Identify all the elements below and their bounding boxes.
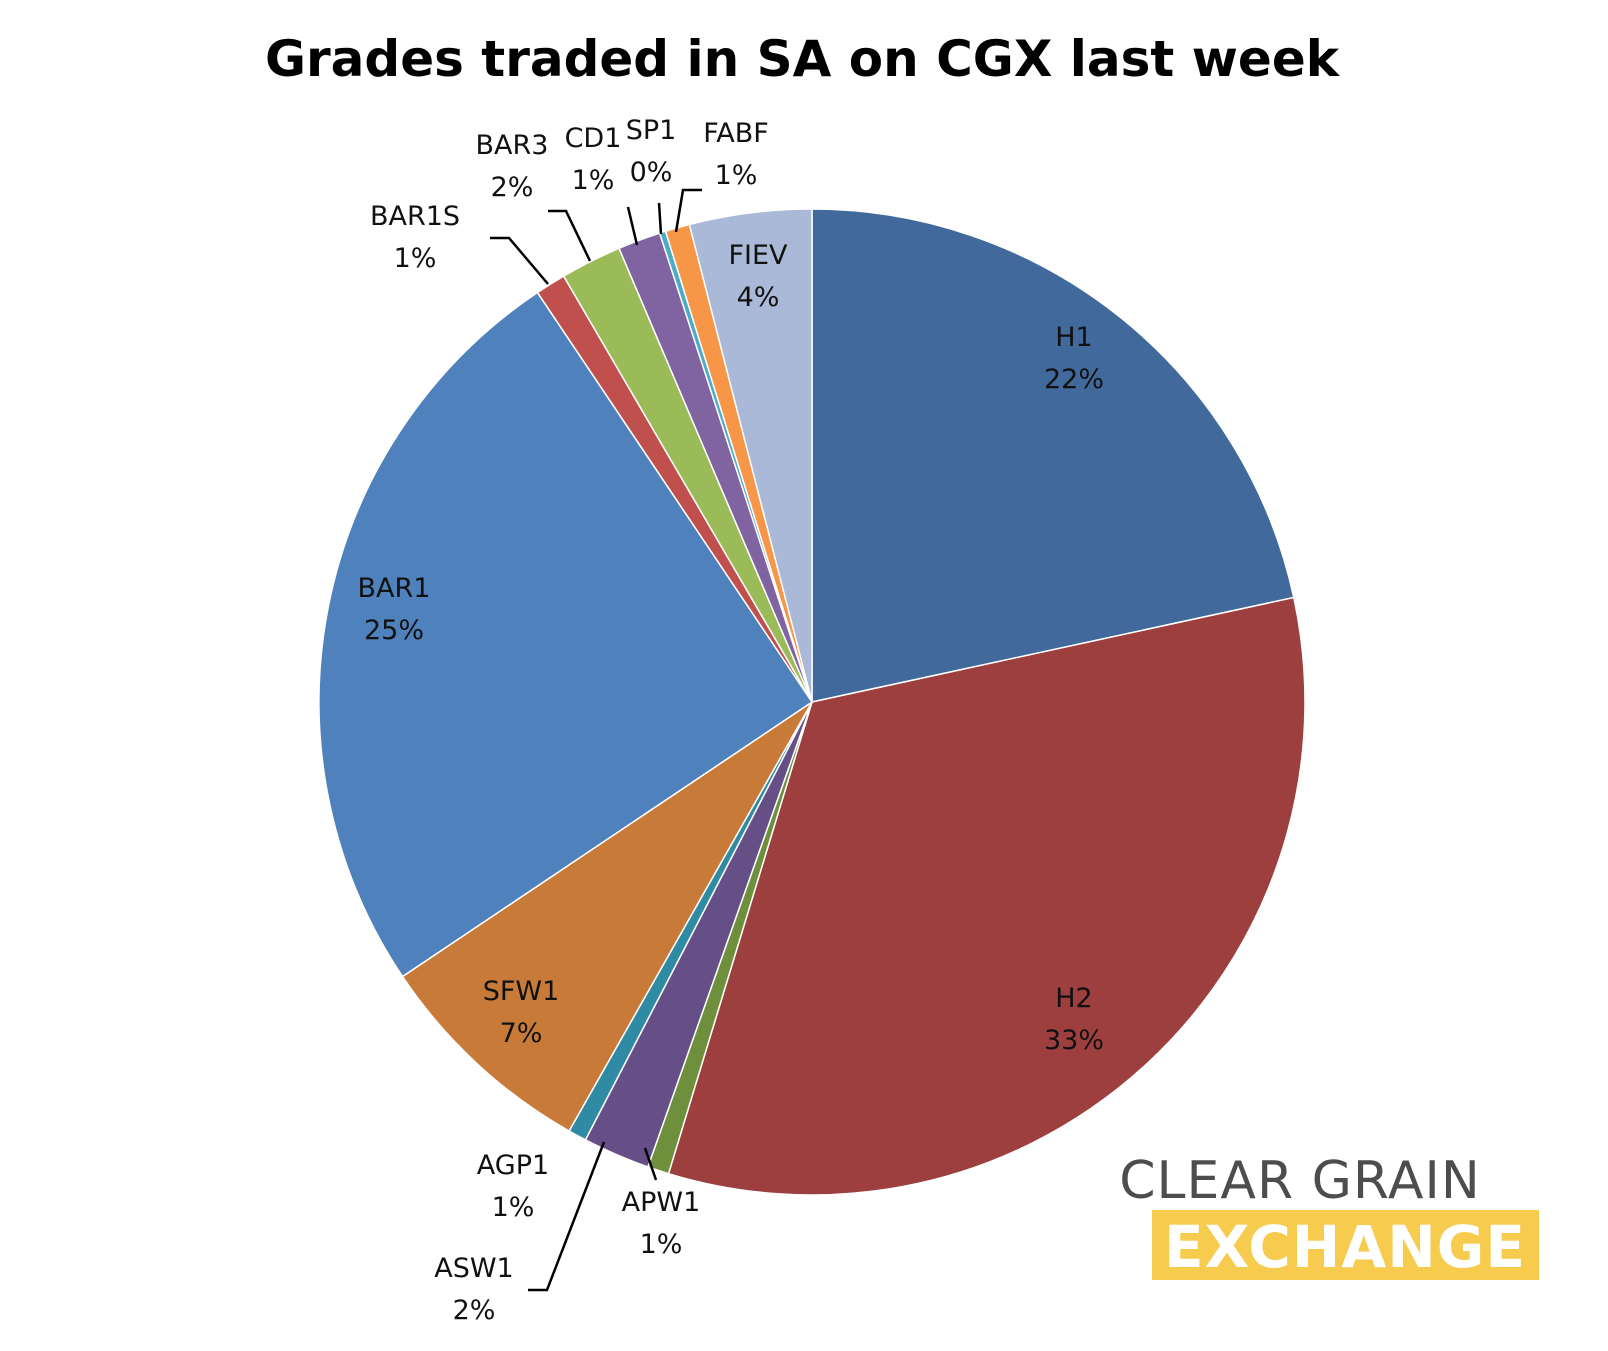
slice-label-value-bar1: 25%	[364, 615, 424, 646]
leader-line-apw1	[643, 1147, 658, 1181]
slice-label-name-sfw1: SFW1	[483, 976, 560, 1007]
slice-label-name-sp1: SP1	[626, 115, 677, 146]
leader-line-cd1	[626, 206, 639, 246]
slice-label-name-fiev: FIEV	[728, 240, 788, 271]
slice-label-value-cd1: 1%	[572, 165, 615, 196]
slice-label-name-h2: H2	[1055, 983, 1092, 1014]
slice-label-value-h2: 33%	[1044, 1025, 1104, 1056]
slice-label-name-bar1s: BAR1S	[370, 201, 460, 232]
slice-label-value-h1: 22%	[1044, 364, 1104, 395]
slice-label-value-sp1: 0%	[630, 157, 673, 188]
logo-bottom-text: EXCHANGE	[1164, 1213, 1526, 1281]
leader-line-bar1s	[490, 236, 549, 285]
leader-line-sp1	[657, 202, 663, 235]
slice-labels: H1 22% H2 33% APW1 1% ASW1 2% AGP1 1% SFW1 7% BAR1 25…	[358, 115, 1104, 1326]
slice-label-value-bar1s: 1%	[394, 243, 437, 274]
slice-label-name-agp1: AGP1	[477, 1150, 549, 1181]
slice-label-name-fabf: FABF	[703, 118, 769, 149]
leader-line-asw1	[528, 1141, 606, 1292]
pie-slice-h1	[811, 208, 1295, 703]
slice-label-name-asw1: ASW1	[434, 1253, 513, 1284]
pie-slice-fiev	[688, 208, 813, 703]
slice-label-name-apw1: APW1	[622, 1187, 701, 1218]
slice-label-value-sfw1: 7%	[500, 1018, 543, 1049]
slice-label-name-cd1: CD1	[565, 123, 622, 154]
slice-label-value-bar3: 2%	[491, 172, 534, 203]
leader-line-fabf	[674, 188, 702, 233]
slice-label-value-apw1: 1%	[640, 1229, 683, 1260]
pie-slice-sfw1	[401, 701, 813, 1133]
slice-label-value-asw1: 2%	[453, 1295, 496, 1326]
logo-accent-band	[1152, 1210, 1539, 1280]
slice-label-value-agp1: 1%	[492, 1192, 535, 1223]
clear-grain-exchange-logo: CLEAR GRAIN EXCHANGE	[1119, 1151, 1539, 1281]
leader-line-bar3	[548, 209, 592, 262]
pie-slice-h2	[667, 596, 1306, 1196]
slice-label-value-fabf: 1%	[715, 160, 758, 191]
pie-slice-bar1	[318, 291, 814, 978]
slice-label-name-bar3: BAR3	[476, 130, 549, 161]
pie-slices	[318, 208, 1306, 1196]
slice-label-name-bar1: BAR1	[358, 573, 431, 604]
logo-top-text: CLEAR GRAIN	[1119, 1151, 1481, 1211]
slice-label-name-h1: H1	[1055, 322, 1092, 353]
chart-title: Grades traded in SA on CGX last week	[265, 30, 1341, 88]
leader-lines	[490, 188, 702, 1292]
slice-label-value-fiev: 4%	[737, 282, 780, 313]
